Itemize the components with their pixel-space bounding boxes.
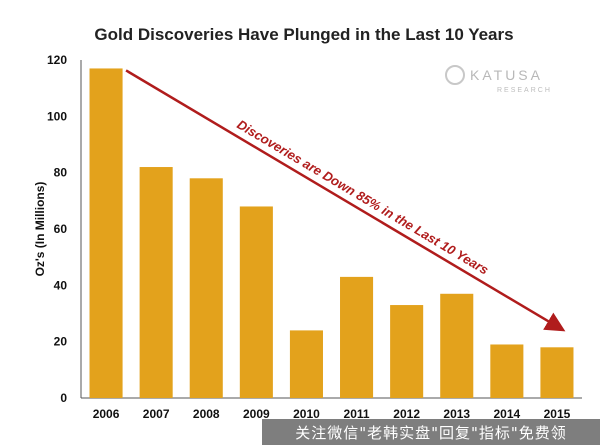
x-tick-label: 2007 <box>143 407 170 421</box>
x-tick-label: 2009 <box>243 407 270 421</box>
y-tick-label: 40 <box>54 278 68 292</box>
brand-logo: KATUSA RESEARCH <box>445 65 552 94</box>
bar-2011 <box>340 276 374 398</box>
chart-title: Gold Discoveries Have Plunged in the Las… <box>94 25 513 44</box>
brand-subtitle: RESEARCH <box>497 87 552 94</box>
bar-2012 <box>390 305 424 398</box>
bar-2014 <box>490 344 524 398</box>
watermark-text: 关注微信"老韩实盘"回复"指标"免费领 <box>295 423 567 442</box>
bar-2008 <box>189 178 223 398</box>
bars <box>89 68 574 398</box>
bar-2010 <box>289 330 323 398</box>
y-tick-label: 60 <box>54 222 68 236</box>
x-tick-label: 2006 <box>93 407 120 421</box>
bar-2006 <box>89 68 123 398</box>
y-tick-label: 20 <box>54 335 68 349</box>
x-tick-label: 2011 <box>344 407 370 421</box>
x-tick-label: 2014 <box>493 407 520 421</box>
trend-arrow <box>125 69 566 332</box>
bar-2009 <box>239 206 273 398</box>
x-tick-label: 2013 <box>443 407 470 421</box>
y-tick-label: 0 <box>60 391 67 405</box>
x-tick-label: 2010 <box>293 407 320 421</box>
x-tick-label: 2008 <box>193 407 220 421</box>
watermark-banner: 关注微信"老韩实盘"回复"指标"免费领 <box>262 419 600 445</box>
x-tick-label: 2015 <box>544 407 571 421</box>
bar-2007 <box>139 167 173 398</box>
y-tick-label: 100 <box>47 109 67 123</box>
x-ticks: 2006 2007 2008 2009 2010 2011 2012 2013 2014 2015 <box>93 407 571 421</box>
y-ticks: 0 20 40 60 80 100 120 <box>47 53 67 405</box>
x-tick-label: 2012 <box>393 407 420 421</box>
brand-name: KATUSA <box>470 67 543 83</box>
annotation-text: Discoveries are Down 85% in the Last 10 … <box>234 117 491 278</box>
bar-2015 <box>540 347 574 398</box>
katusa-logo-icon <box>445 65 465 85</box>
y-axis-label: Oz's (In Millions) <box>33 182 47 277</box>
bar-2013 <box>440 293 474 398</box>
y-tick-label: 120 <box>47 53 67 67</box>
y-tick-label: 80 <box>54 166 68 180</box>
